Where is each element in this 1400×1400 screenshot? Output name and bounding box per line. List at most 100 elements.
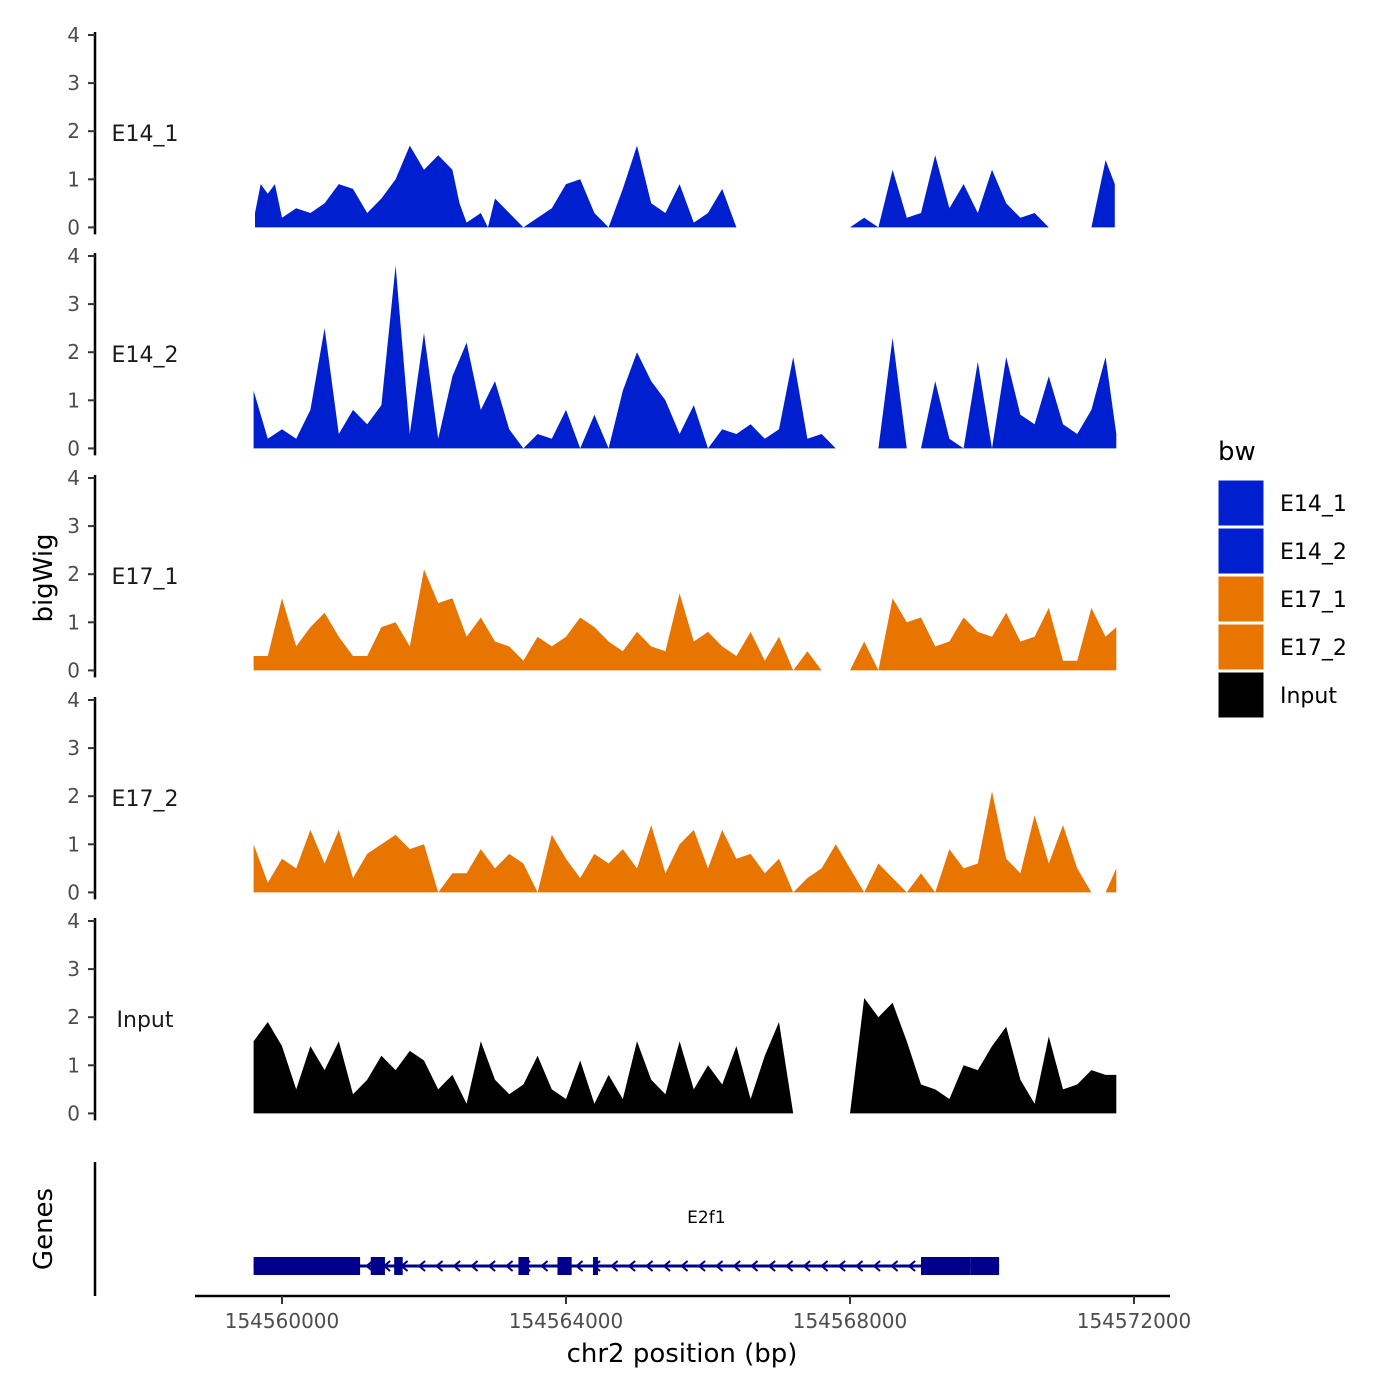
strand-arrow — [802, 1260, 811, 1272]
strand-arrow — [732, 1260, 741, 1272]
gene-exon — [970, 1257, 1000, 1275]
gene-exon — [921, 1257, 971, 1275]
track-Input: 0 1 2 3 4 Input — [67, 909, 1117, 1125]
strand-arrow — [890, 1260, 899, 1272]
legend-swatch — [1217, 527, 1265, 575]
legend-label: E14_1 — [1280, 492, 1347, 517]
y-tick-label: 0 — [67, 1101, 80, 1125]
legend-label: E14_2 — [1280, 540, 1347, 565]
gene-exon — [394, 1257, 403, 1275]
y-tick-label: 3 — [67, 736, 80, 760]
strand-arrow — [627, 1260, 636, 1272]
y-tick-label: 0 — [67, 436, 80, 460]
strand-arrow — [540, 1260, 549, 1272]
legend-label: E17_1 — [1280, 588, 1347, 613]
strand-arrow — [417, 1260, 426, 1272]
track-E14_2: 0 1 2 3 4 E14_2 — [67, 244, 1117, 460]
track-area-E14_1 — [255, 145, 1115, 228]
gene-E2f1: E2f1 — [253, 1208, 1000, 1275]
strand-arrow — [610, 1260, 619, 1272]
legend-item-Input: Input — [1217, 671, 1337, 719]
legend-item-E17_2: E17_2 — [1217, 623, 1347, 671]
strand-arrow — [452, 1260, 461, 1272]
y-tick-label: 1 — [67, 388, 80, 412]
y-tick-label: 4 — [67, 909, 80, 933]
x-tick-label: 154564000 — [509, 1309, 624, 1333]
y-tick-label: 2 — [67, 340, 80, 364]
x-axis-title: chr2 position (bp) — [567, 1339, 798, 1369]
strand-arrow — [837, 1260, 846, 1272]
strand-arrow — [435, 1260, 444, 1272]
y-tick-label: 4 — [67, 23, 80, 47]
y-tick-label: 2 — [67, 1005, 80, 1029]
strand-arrow — [750, 1260, 759, 1272]
y-tick-label: 4 — [67, 688, 80, 712]
y-tick-label: 0 — [67, 658, 80, 682]
y-tick-label: 2 — [67, 562, 80, 586]
track-label: E14_2 — [112, 343, 179, 368]
strand-arrow — [645, 1260, 654, 1272]
strand-arrow — [872, 1260, 881, 1272]
legend-label: E17_2 — [1280, 636, 1347, 661]
legend-swatch — [1217, 575, 1265, 623]
track-label: E17_2 — [112, 787, 179, 812]
gene-exon — [592, 1257, 598, 1275]
legend-item-E14_1: E14_1 — [1217, 479, 1347, 527]
legend-item-E14_2: E14_2 — [1217, 527, 1347, 575]
y-tick-label: 2 — [67, 119, 80, 143]
strand-arrow — [820, 1260, 829, 1272]
y-tick-label: 3 — [67, 71, 80, 95]
genes-panel: Genes E2f1 — [29, 1162, 1000, 1296]
x-tick-label: 154568000 — [793, 1309, 908, 1333]
track-area-Input — [253, 998, 1117, 1114]
y-tick-label: 4 — [67, 466, 80, 490]
track-area-E17_1 — [253, 569, 1117, 671]
strand-arrow — [575, 1260, 584, 1272]
track-label: Input — [117, 1008, 174, 1033]
strand-arrow — [715, 1260, 724, 1272]
strand-arrow — [855, 1260, 864, 1272]
y-tick-label: 1 — [67, 1053, 80, 1077]
track-E17_1: 0 1 2 3 4 E17_1 — [67, 466, 1117, 682]
y-tick-label: 3 — [67, 957, 80, 981]
track-label: E14_1 — [112, 122, 179, 147]
strand-arrow — [785, 1260, 794, 1272]
track-area-E17_2 — [253, 791, 1117, 893]
track-label: E17_1 — [112, 565, 179, 590]
legend-swatch — [1217, 479, 1265, 527]
legend: bw E14_1 E14_2 E17_1 E17_2 Input — [1217, 437, 1347, 719]
tracks-layer: 0 1 2 3 4 E14_1 0 1 2 3 4 E14_2 0 1 2 3 4 E17_1 0 1 2 3 4 E17_2… — [67, 23, 1117, 1125]
strand-arrow — [470, 1260, 479, 1272]
y-axis-title: bigWig — [29, 533, 59, 622]
gene-exon — [253, 1257, 361, 1275]
y-tick-label: 1 — [67, 167, 80, 191]
legend-item-E17_1: E17_1 — [1217, 575, 1347, 623]
x-tick-label: 154560000 — [225, 1309, 340, 1333]
track-area-E14_2 — [253, 265, 1117, 449]
y-tick-label: 3 — [67, 292, 80, 316]
gene-exon — [518, 1257, 530, 1275]
strand-arrow — [505, 1260, 514, 1272]
x-tick-label: 154572000 — [1077, 1309, 1192, 1333]
gene-exon — [370, 1257, 385, 1275]
genes-panel-label: Genes — [29, 1188, 59, 1270]
legend-swatch — [1217, 671, 1265, 719]
y-tick-label: 2 — [67, 784, 80, 808]
strand-arrow — [697, 1260, 706, 1272]
track-E17_2: 0 1 2 3 4 E17_2 — [67, 688, 1117, 904]
strand-arrow — [680, 1260, 689, 1272]
strand-arrow — [487, 1260, 496, 1272]
strand-arrow — [365, 1260, 374, 1272]
strand-arrow — [662, 1260, 671, 1272]
track-E14_1: 0 1 2 3 4 E14_1 — [67, 23, 1115, 239]
y-tick-label: 1 — [67, 610, 80, 634]
y-tick-label: 3 — [67, 514, 80, 538]
y-tick-label: 0 — [67, 215, 80, 239]
y-tick-label: 0 — [67, 880, 80, 904]
y-tick-label: 1 — [67, 832, 80, 856]
gene-name: E2f1 — [687, 1208, 725, 1228]
strand-arrow — [767, 1260, 776, 1272]
x-axis: chr2 position (bp) 154560000 154564000 154… — [195, 1294, 1192, 1369]
legend-title: bw — [1218, 437, 1256, 467]
